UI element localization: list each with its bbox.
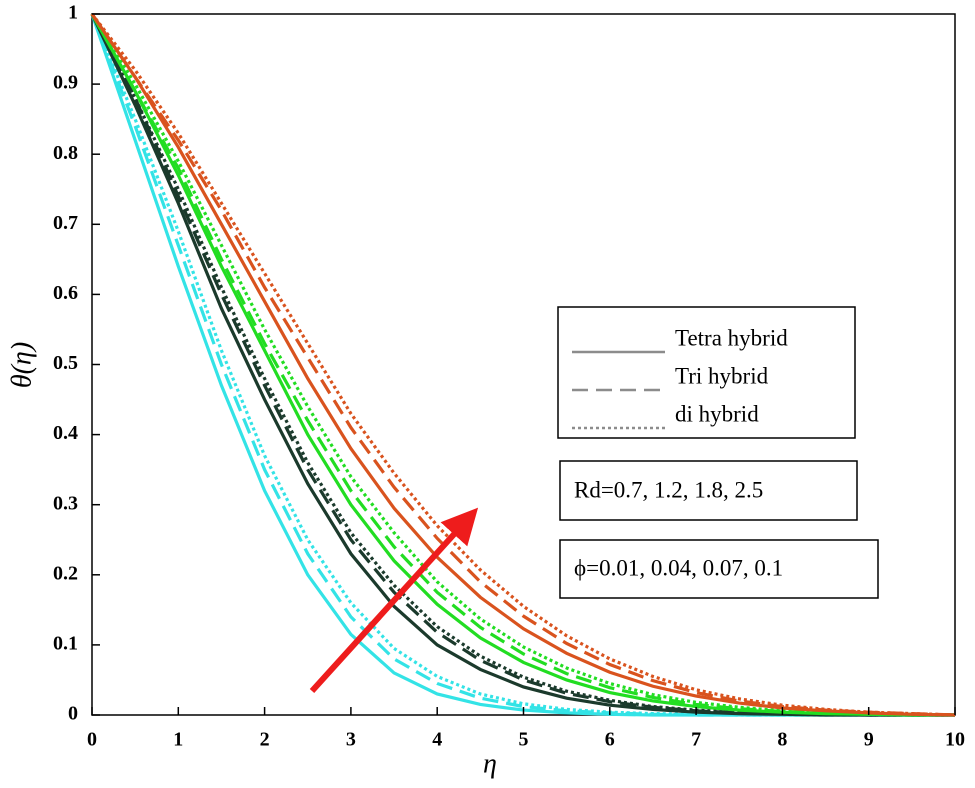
curve xyxy=(90,13,956,717)
x-tick-label: 0 xyxy=(87,729,97,751)
x-tick-label: 3 xyxy=(346,729,356,751)
curve xyxy=(90,13,955,717)
annotation-box xyxy=(559,460,858,521)
x-tick-label: 1 xyxy=(173,729,183,751)
y-tick-label: 0 xyxy=(68,703,78,725)
x-tick-label: 9 xyxy=(864,729,874,751)
x-axis-label: η xyxy=(483,748,497,779)
curve xyxy=(90,13,955,717)
curve xyxy=(90,13,955,717)
y-tick-label: 0.1 xyxy=(53,632,78,654)
y-tick-label: 0.3 xyxy=(53,492,78,514)
y-tick-label: 0.6 xyxy=(53,282,78,304)
legend-label: di hybrid xyxy=(675,401,759,426)
x-tick-label: 4 xyxy=(432,729,442,751)
x-tick-label: 6 xyxy=(605,729,615,751)
curve xyxy=(90,13,956,717)
annotation: ϕ=0.01, 0.04, 0.07, 0.1 xyxy=(574,555,783,580)
curve xyxy=(90,13,956,717)
curve xyxy=(90,13,955,717)
legend-box xyxy=(557,306,856,439)
trend-arrow xyxy=(309,507,479,694)
curve xyxy=(90,13,956,717)
y-tick-label: 0.4 xyxy=(53,422,78,444)
y-axis-label: θ(η) xyxy=(6,342,37,388)
legend-label: Tri hybrid xyxy=(675,363,769,388)
x-tick-label: 5 xyxy=(519,729,529,751)
annotation: Rd=0.7, 1.2, 1.8, 2.5 xyxy=(574,477,763,502)
x-tick-label: 10 xyxy=(945,729,965,751)
y-tick-label: 0.2 xyxy=(53,562,78,584)
y-tick-label: 0.7 xyxy=(53,212,78,234)
y-tick-label: 0.8 xyxy=(53,142,78,164)
annotation-box xyxy=(559,539,879,599)
legend-label: Tetra hybrid xyxy=(675,325,788,350)
y-tick-label: 1 xyxy=(68,2,78,24)
x-tick-label: 7 xyxy=(691,729,701,751)
curve xyxy=(90,13,956,717)
y-tick-label: 0.9 xyxy=(53,72,78,94)
y-tick-label: 0.5 xyxy=(53,352,78,374)
x-tick-label: 2 xyxy=(260,729,270,751)
x-tick-label: 8 xyxy=(777,729,787,751)
